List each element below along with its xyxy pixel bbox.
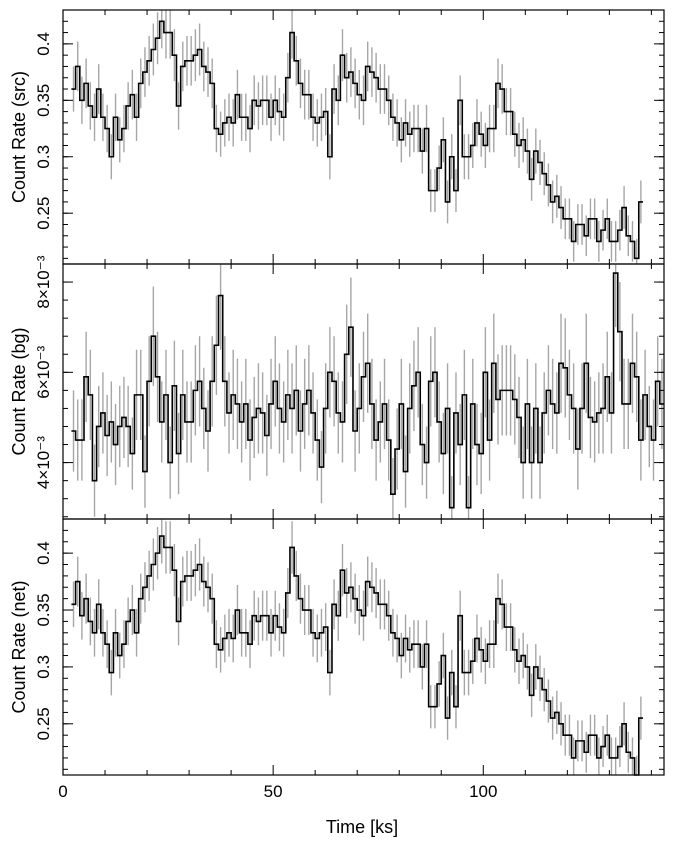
y-tick-label-bg-1: 6×10⁻³ bbox=[34, 346, 53, 399]
y-axis-label-src: Count Rate (src) bbox=[9, 71, 29, 203]
y-tick-label-src-2: 0.35 bbox=[34, 84, 53, 117]
y-axis-label-bg: Count Rate (bg) bbox=[9, 327, 29, 455]
panel-net: 0.25 0.3 0.35 0.4 0 50 100 Count Rate (net) bbox=[9, 518, 665, 801]
y-tick-label-src-1: 0.3 bbox=[34, 145, 53, 169]
y-tick-label-src-3: 0.4 bbox=[34, 32, 53, 56]
y-tick-label-src-0: 0.25 bbox=[34, 197, 53, 230]
x-tick-label-2: 100 bbox=[469, 782, 497, 801]
series-line-net bbox=[71, 535, 643, 776]
y-tick-label-net-2: 0.35 bbox=[34, 593, 53, 626]
x-tick-label-0: 0 bbox=[58, 782, 67, 801]
series-line-bg bbox=[71, 272, 664, 509]
y-axis-label-net: Count Rate (net) bbox=[9, 580, 29, 713]
panel-src: 0.25 0.3 0.35 0.4 Count Rate (src) bbox=[9, 9, 665, 265]
x-axis-label: Time [ks] bbox=[326, 817, 398, 837]
series-line-src bbox=[71, 20, 643, 260]
y-tick-label-net-0: 0.25 bbox=[34, 707, 53, 740]
panel-bg: 4×10⁻³ 6×10⁻³ 8×10⁻³ Count Rate (bg) bbox=[9, 255, 665, 520]
y-tick-label-bg-2: 8×10⁻³ bbox=[34, 255, 53, 308]
y-tick-label-bg-0: 4×10⁻³ bbox=[34, 436, 53, 489]
plot-frame-net bbox=[62, 518, 665, 776]
x-tick-label-1: 50 bbox=[264, 782, 283, 801]
y-tick-label-net-3: 0.4 bbox=[34, 541, 53, 565]
y-tick-label-net-1: 0.3 bbox=[34, 655, 53, 679]
